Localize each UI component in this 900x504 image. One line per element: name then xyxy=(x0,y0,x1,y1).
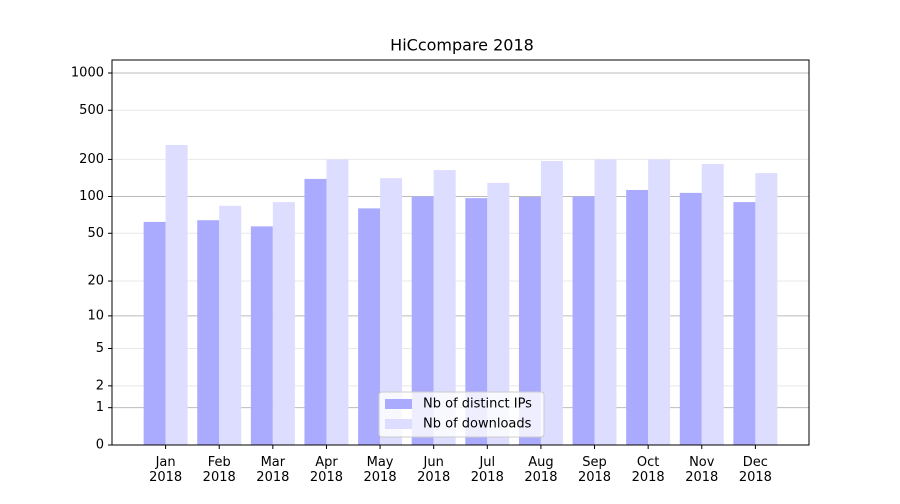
x-tick-label: Jan 2018 xyxy=(149,455,182,485)
x-tick-label: Feb 2018 xyxy=(203,455,236,485)
bar xyxy=(540,161,563,445)
y-tick-label: 5 xyxy=(96,341,104,356)
chart-title: HiCcompare 2018 xyxy=(390,36,534,55)
x-tick-label: Sep 2018 xyxy=(578,455,611,485)
x-tick-label: Oct 2018 xyxy=(632,455,665,485)
legend-swatch xyxy=(385,419,412,429)
bar xyxy=(755,173,778,445)
bar xyxy=(433,170,456,445)
bar xyxy=(358,208,381,445)
legend-box xyxy=(378,391,545,438)
bar xyxy=(518,197,541,445)
x-tick-label: Jun 2018 xyxy=(417,455,450,485)
y-tick-label: 10 xyxy=(87,308,104,323)
legend-label: Nb of downloads xyxy=(423,417,532,432)
x-tick-label: May 2018 xyxy=(364,455,397,485)
bar xyxy=(594,159,617,445)
plot-frame xyxy=(111,59,810,446)
bar xyxy=(197,220,220,445)
bar xyxy=(250,226,273,445)
x-tick-label: Mar 2018 xyxy=(256,455,289,485)
bar xyxy=(572,196,595,445)
x-tick-label: Jul 2018 xyxy=(471,455,504,485)
bar xyxy=(165,144,188,445)
bar xyxy=(143,221,166,445)
bar xyxy=(465,198,488,445)
bar xyxy=(272,202,295,445)
x-tick-label: Dec 2018 xyxy=(739,455,772,485)
y-tick-label: 100 xyxy=(79,189,104,204)
legend-swatch xyxy=(385,399,412,409)
bar xyxy=(648,159,671,445)
x-tick-label: Aug 2018 xyxy=(524,455,557,485)
bar xyxy=(219,205,242,445)
bar xyxy=(487,182,510,446)
bar xyxy=(326,159,349,445)
bar xyxy=(304,178,327,446)
y-tick-label: 0 xyxy=(96,438,104,453)
y-tick-label: 1000 xyxy=(71,65,104,80)
y-tick-label: 200 xyxy=(79,152,104,167)
bar xyxy=(626,189,649,445)
bar xyxy=(733,202,756,445)
x-tick-label: Apr 2018 xyxy=(310,455,343,485)
y-tick-label: 50 xyxy=(87,226,104,241)
x-tick-label: Nov 2018 xyxy=(685,455,718,485)
bar xyxy=(679,192,702,445)
bar xyxy=(411,196,434,445)
y-tick-label: 1 xyxy=(96,400,104,415)
y-tick-label: 2 xyxy=(96,378,104,393)
bar xyxy=(701,163,724,446)
bar xyxy=(380,178,403,446)
legend-label: Nb of distinct IPs xyxy=(423,397,532,412)
y-tick-label: 500 xyxy=(79,103,104,118)
y-tick-label: 20 xyxy=(87,274,104,289)
